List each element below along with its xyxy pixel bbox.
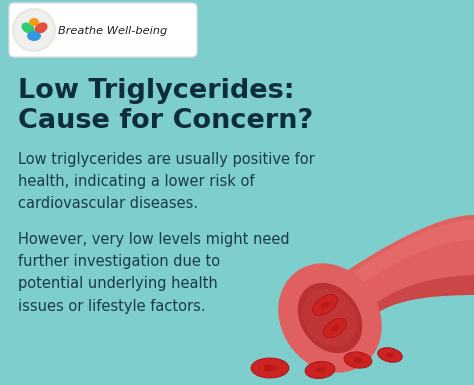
Ellipse shape <box>353 357 363 363</box>
Ellipse shape <box>378 348 402 362</box>
Text: However, very low levels might need
further investigation due to
potential under: However, very low levels might need furt… <box>18 232 290 314</box>
Ellipse shape <box>315 367 325 373</box>
Ellipse shape <box>264 365 277 372</box>
Ellipse shape <box>313 295 337 315</box>
Ellipse shape <box>344 352 372 368</box>
Ellipse shape <box>27 31 41 41</box>
Text: Low Triglycerides:: Low Triglycerides: <box>18 78 294 104</box>
Ellipse shape <box>303 289 357 347</box>
Ellipse shape <box>386 352 394 358</box>
Ellipse shape <box>305 362 335 378</box>
Ellipse shape <box>29 18 39 26</box>
Polygon shape <box>298 220 474 318</box>
Ellipse shape <box>35 22 47 33</box>
Text: Cause for Concern?: Cause for Concern? <box>18 108 313 134</box>
Ellipse shape <box>321 301 329 309</box>
Ellipse shape <box>324 318 346 338</box>
Ellipse shape <box>21 22 35 33</box>
Text: Low triglycerides are usually positive for
health, indicating a lower risk of
ca: Low triglycerides are usually positive f… <box>18 152 315 211</box>
FancyBboxPatch shape <box>9 3 197 57</box>
Polygon shape <box>290 215 474 320</box>
Ellipse shape <box>288 273 372 363</box>
Text: Breathe Well-being: Breathe Well-being <box>58 26 167 36</box>
Ellipse shape <box>331 325 339 331</box>
Ellipse shape <box>251 358 289 378</box>
Ellipse shape <box>13 9 55 51</box>
Polygon shape <box>360 275 474 320</box>
